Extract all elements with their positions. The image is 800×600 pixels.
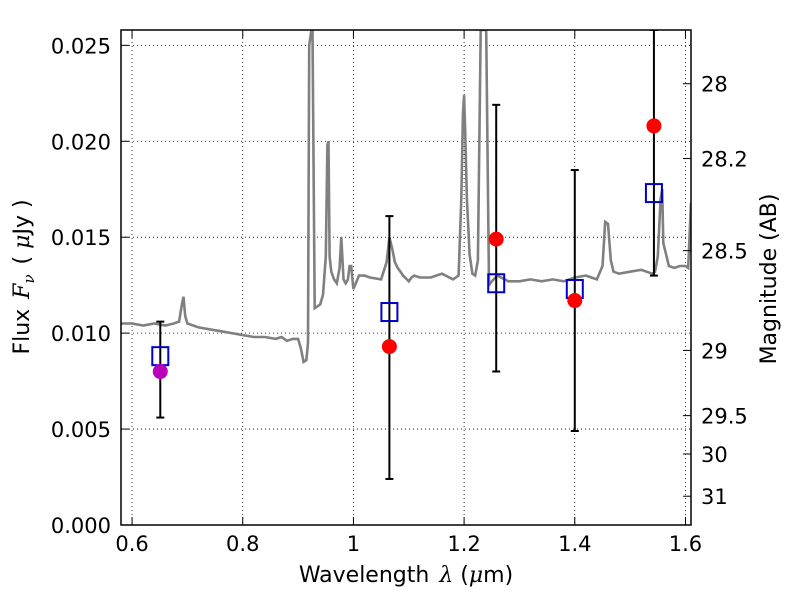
y-tick-label: 0.000	[51, 514, 111, 538]
plot-area	[121, 30, 691, 480]
y-tick-label: 0.020	[51, 130, 111, 154]
model-spectrum-line	[121, 30, 691, 365]
model-band-square	[487, 273, 506, 294]
x-tick-labels: 0.6 0.8 1 1.2 1.4 1.6	[115, 532, 702, 556]
x-tick-label: 1.6	[669, 532, 702, 556]
y2-tick-label: 30	[701, 443, 728, 467]
x-tick-label: 1.4	[558, 532, 591, 556]
y-tick-label: 0.010	[51, 322, 111, 346]
x-tick-label: 1	[347, 532, 360, 556]
y2-tick-label: 29	[701, 339, 728, 363]
x-tick-label: 0.8	[226, 532, 259, 556]
x-tick-label: 0.6	[115, 532, 148, 556]
observed-point	[381, 339, 397, 355]
axis-ticks	[121, 30, 691, 526]
y-axis-label: FluxFν( μJy )	[10, 199, 38, 354]
error-bars	[156, 30, 658, 480]
y2-tick-label: 28.5	[701, 240, 748, 264]
y2-tick-labels: 28 28.2 28.5 29 29.5 30 31	[701, 73, 748, 509]
plot-frame	[120, 29, 692, 526]
y-tick-label: 0.015	[51, 226, 111, 250]
y-tick-labels: 0.000 0.005 0.010 0.015 0.020 0.025	[51, 34, 111, 538]
x-axis-label: Wavelength λ (μm)	[299, 563, 513, 588]
y2-tick-label: 29.5	[701, 405, 748, 429]
observed-point	[646, 118, 662, 134]
x-tick-label: 1.2	[447, 532, 480, 556]
model-band-square	[644, 183, 663, 204]
y2-tick-label: 31	[701, 485, 728, 509]
y2-axis-label: Magnitude (AB)	[757, 194, 782, 365]
y2-tick-label: 28	[701, 73, 728, 97]
y-tick-label: 0.005	[51, 418, 111, 442]
observed-points	[152, 118, 662, 380]
observed-point	[152, 364, 168, 380]
y2-tick-label: 28.2	[701, 148, 748, 172]
model-band-square	[380, 302, 399, 323]
observed-point	[488, 231, 504, 247]
y-tick-label: 0.025	[51, 34, 111, 58]
observed-point	[567, 293, 583, 309]
